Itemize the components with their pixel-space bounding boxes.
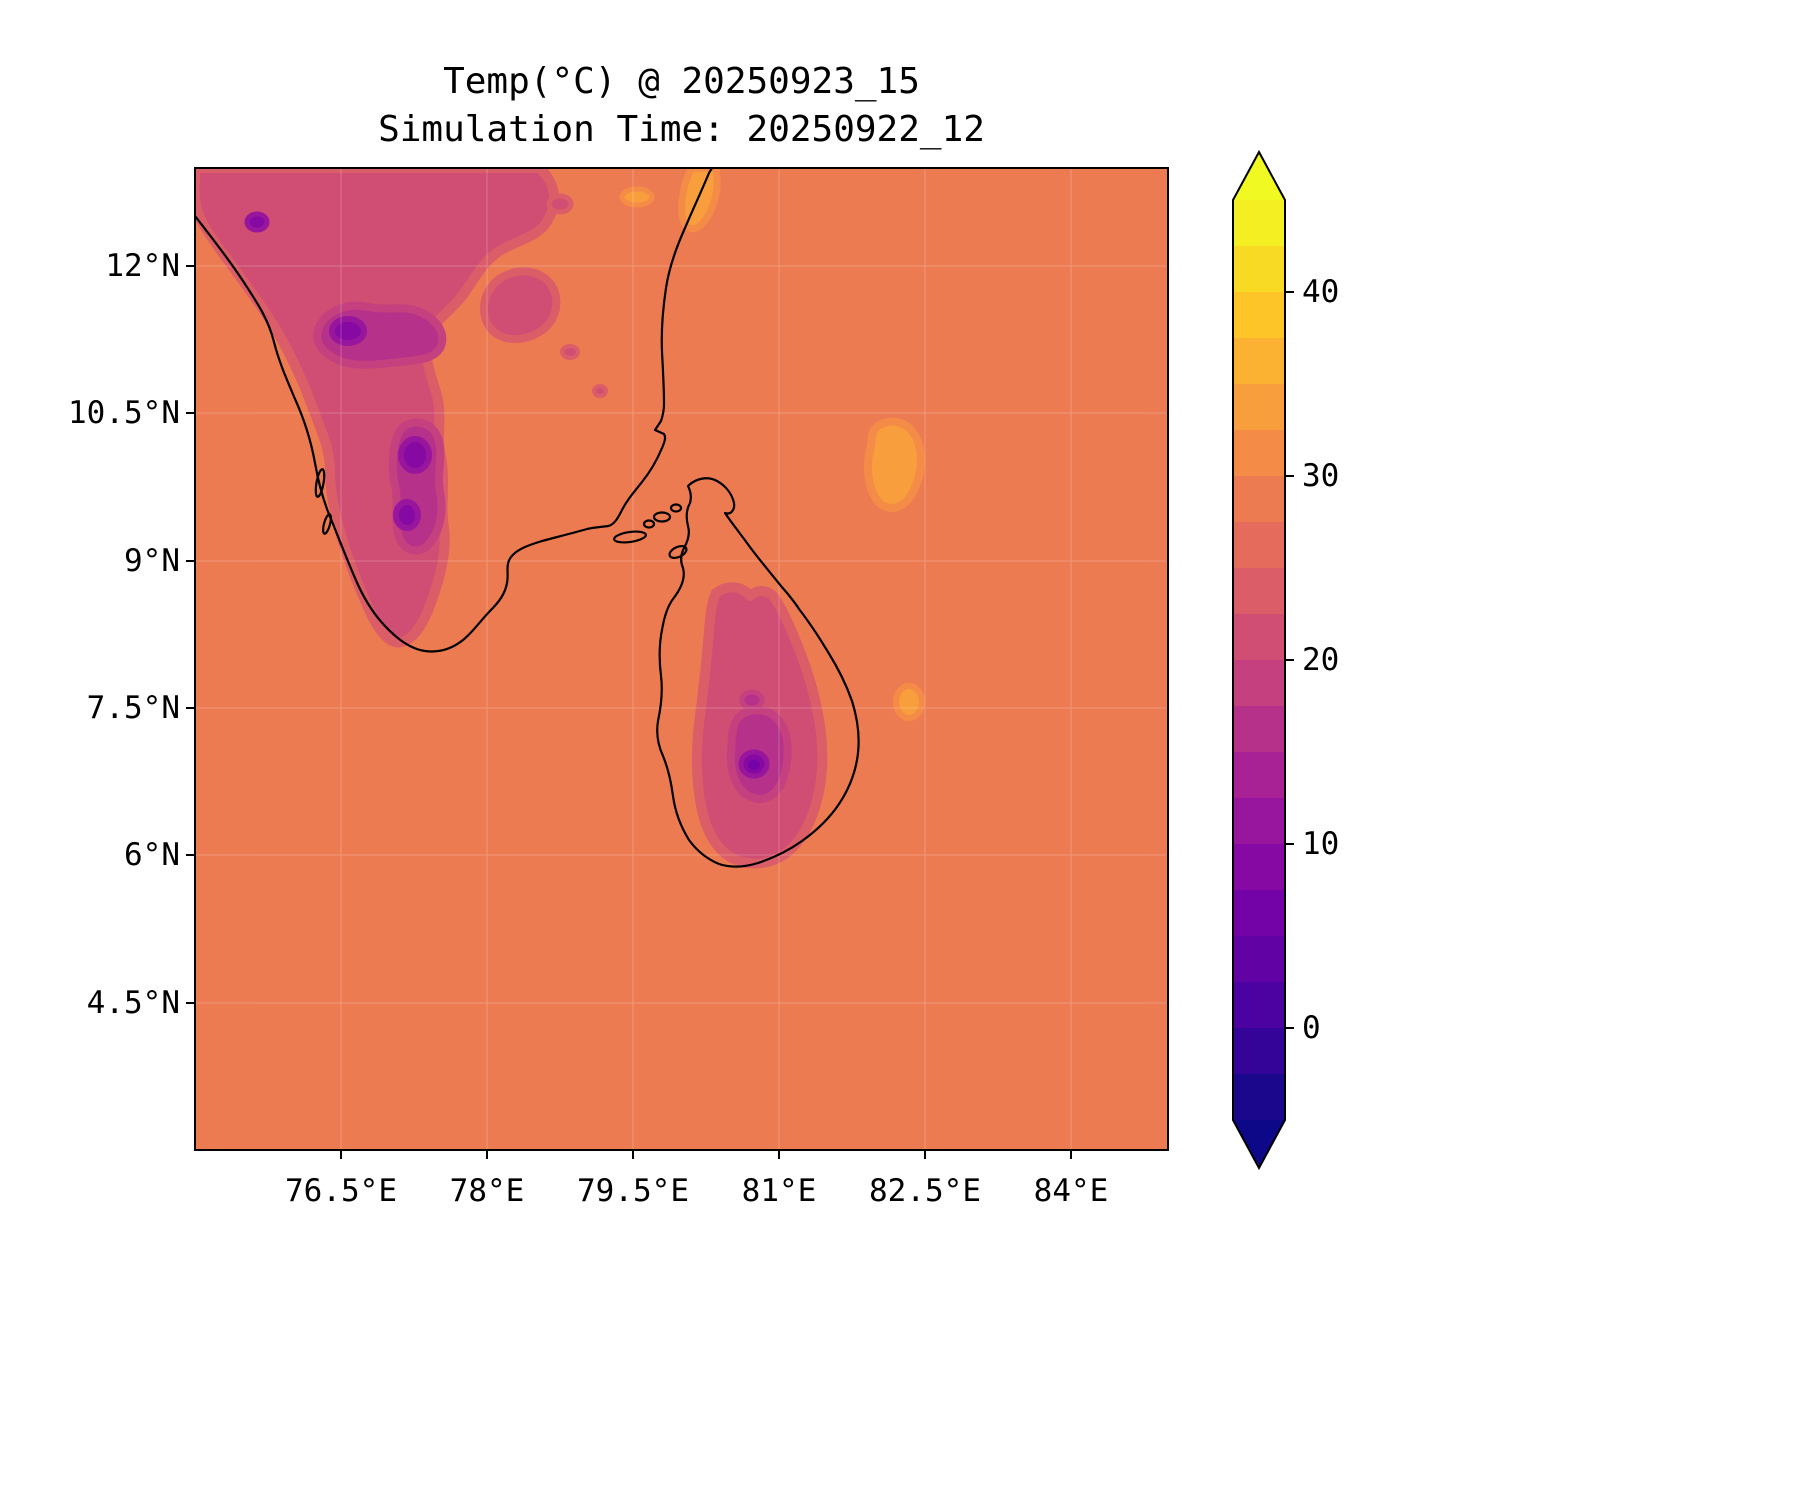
- island-pamban: [613, 530, 647, 544]
- small-cool-spot: [560, 344, 580, 360]
- axis-ticks: [186, 265, 1072, 1159]
- colorbar-band: [1233, 752, 1285, 798]
- x-tick-label: 84°E: [1033, 1173, 1109, 1209]
- chart-title: Temp(°C) @ 20250923_15: [443, 61, 920, 102]
- colorbar-outline: [1232, 149, 1286, 1171]
- chart-subtitle: Simulation Time: 20250922_12: [378, 109, 985, 150]
- colorbar-band: [1233, 706, 1285, 752]
- colorbar-tick-label: 10: [1302, 826, 1340, 862]
- graticule: [195, 168, 1168, 1150]
- interior-cool-patch: [480, 267, 561, 344]
- colorbar-band: [1233, 522, 1285, 568]
- warm-sea-patch-southeast: [893, 683, 925, 721]
- island-palk-strait: [652, 511, 672, 523]
- coastline-sri-lanka: [656, 477, 860, 868]
- colorbar-band: [1233, 384, 1285, 430]
- x-tick-label: 76.5°E: [285, 1173, 397, 1209]
- western-ghats-cool-patch: [195, 168, 560, 648]
- colorbar-band: [1233, 798, 1285, 844]
- coastline-india: [195, 168, 714, 653]
- colorbar-band: [1233, 568, 1285, 614]
- sri-lanka-summit-core: [748, 760, 760, 770]
- y-tick-label: 6°N: [124, 837, 180, 873]
- colorbar-band: [1233, 338, 1285, 384]
- kerala-lagoon: [314, 468, 326, 498]
- colorbar-tick-label: 40: [1302, 274, 1340, 310]
- colorbar-band: [1233, 476, 1285, 522]
- sri-lanka-cold-spot: [739, 689, 765, 711]
- island-palk-strait: [669, 503, 683, 513]
- ghats-coldest-spot: [398, 436, 432, 474]
- colorbar-band: [1233, 1028, 1285, 1074]
- y-tick-label: 4.5°N: [86, 985, 180, 1021]
- colorbar-over-arrow: [1233, 152, 1285, 200]
- colorbar-tick-label: 30: [1302, 458, 1340, 494]
- small-cool-spot: [546, 193, 574, 215]
- ghats-coldest-spot: [329, 316, 367, 346]
- colorbar-band: [1233, 430, 1285, 476]
- x-tick-label: 82.5°E: [869, 1173, 981, 1209]
- colorbar-band: [1233, 614, 1285, 660]
- ghats-coldest-spot: [393, 499, 421, 531]
- coastal-hill-cold-spot: [244, 211, 270, 233]
- colorbar-tick-label: 0: [1302, 1010, 1321, 1046]
- colorbar-under-arrow: [1233, 1120, 1285, 1168]
- chart-title-block: Temp(°C) @ 20250923_15 Simulation Time: …: [195, 58, 1168, 154]
- colorbar-band: [1233, 982, 1285, 1028]
- x-tick-label: 78°E: [449, 1173, 525, 1209]
- island-mannar: [668, 544, 688, 560]
- colorbar-tick-label: 20: [1302, 642, 1340, 678]
- colorbar-band: [1233, 1074, 1285, 1120]
- small-cool-spot: [592, 384, 608, 398]
- colorbar-band: [1233, 890, 1285, 936]
- x-tick-label: 81°E: [741, 1173, 817, 1209]
- coastlines: [195, 168, 860, 868]
- y-tick-label: 7.5°N: [86, 690, 180, 726]
- colorbar-band: [1233, 936, 1285, 982]
- y-tick-label: 12°N: [105, 248, 180, 284]
- colorbar-band: [1233, 246, 1285, 292]
- y-tick-label: 10.5°N: [68, 395, 180, 431]
- y-tick-label: 9°N: [124, 543, 180, 579]
- colorbar: [1232, 149, 1294, 1171]
- colorbar-band: [1233, 200, 1285, 246]
- colorbar-band: [1233, 660, 1285, 706]
- colorbar-band: [1233, 292, 1285, 338]
- axes-frame: [194, 167, 1169, 1151]
- warm-coastal-spot: [619, 186, 655, 208]
- island-palk-strait: [642, 519, 656, 529]
- x-tick-label: 79.5°E: [577, 1173, 689, 1209]
- colorbar-ticks: [1285, 291, 1294, 1029]
- colorbar-band: [1233, 844, 1285, 890]
- warm-sea-patch-east: [864, 417, 925, 512]
- kerala-lagoon: [322, 513, 332, 535]
